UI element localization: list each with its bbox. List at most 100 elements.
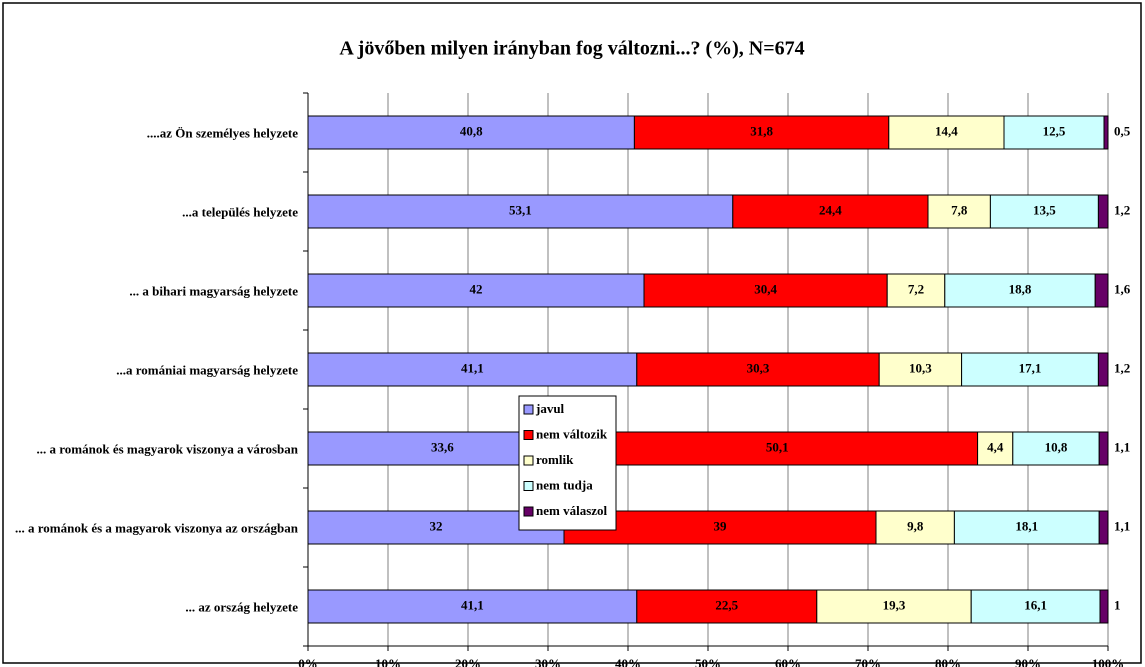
bar-segment [989,194,1099,229]
bar-segment [886,273,946,308]
bar-segment [732,194,929,229]
bar-segment [888,115,1005,150]
data-label: 50,1 [766,439,789,454]
bar-segment [1012,431,1100,466]
bar-segment [307,194,734,229]
data-label: 24,4 [819,202,842,217]
data-label: 39 [714,518,728,533]
category-label-box: ... az ország helyzete [0,598,298,615]
data-label: 1 [1114,597,1121,612]
bar-segment [636,589,818,624]
bar-segment [307,115,635,150]
data-label: 1,2 [1114,360,1130,375]
x-tick-label: 0% [298,656,318,667]
data-label: 22,5 [715,597,738,612]
category-label-box: ...a romániai magyarság helyzete [0,361,298,378]
chart-title: A jövőben milyen irányban fog változni..… [339,38,804,60]
data-label: 32 [430,518,443,533]
data-label: 7,2 [908,281,924,296]
bar-segment [1103,115,1109,150]
data-label: 31,8 [750,123,773,138]
data-label: 30,4 [754,281,777,296]
bar-segment [875,510,955,545]
data-label: 7,8 [951,202,968,217]
bar-segment [633,115,890,150]
data-label: 42 [470,281,483,296]
x-tick-label: 50% [695,656,721,667]
data-label: 53,1 [509,202,532,217]
data-label: 9,8 [907,518,924,533]
data-label: 18,1 [1015,518,1038,533]
legend-swatch [523,455,534,466]
x-tick-label: 30% [535,656,561,667]
data-label: 0,5 [1114,123,1131,138]
data-label: 10,3 [909,360,932,375]
data-label: 14,4 [935,123,958,138]
y-tick-label: ... az ország helyzete [185,599,298,614]
bar-segment [878,352,963,387]
legend-label: nem tudja [536,477,593,492]
data-label: 30,3 [747,360,770,375]
category-label-box: ... a románok és a magyarok viszonya az … [0,519,298,536]
category-label-box: ...a település helyzete [0,203,298,220]
legend-label: javul [535,401,565,416]
legend-swatch [523,404,534,415]
bar-segment [1098,510,1109,545]
x-tick-label: 40% [615,656,641,667]
data-label: 16,1 [1024,597,1047,612]
bar-segment [953,510,1100,545]
bar-segment [1097,194,1109,229]
data-label: 4,4 [987,439,1004,454]
data-label: 33,6 [431,439,454,454]
data-label: 1,2 [1114,202,1130,217]
y-tick-label: ....az Ön személyes helyzete [146,125,298,140]
bar-segment [1097,352,1109,387]
category-label-box: ... a románok és magyarok viszonya a vár… [0,440,298,457]
bar-segment [576,431,979,466]
data-label: 10,8 [1045,439,1068,454]
x-tick-label: 60% [775,656,801,667]
y-tick-label: ...a település helyzete [182,204,298,219]
data-label: 12,5 [1043,123,1066,138]
data-label: 41,1 [461,360,484,375]
category-label-box: ....az Ön személyes helyzete [0,124,298,141]
legend-label: nem válaszol [536,503,608,518]
legend-swatch [523,430,534,440]
data-label: 17,1 [1019,360,1042,375]
bar-segment [307,589,638,624]
legend-label: romlik [536,452,574,467]
data-label: 40,8 [460,123,483,138]
legend-label: nem változik [536,426,608,441]
x-tick-label: 20% [455,656,481,667]
bar-segment [1003,115,1105,150]
data-label: 13,5 [1033,202,1056,217]
x-tick-label: 10% [375,656,401,667]
data-label: 19,3 [883,597,906,612]
data-label: 1,1 [1114,439,1130,454]
category-label-box: ... a bihari magyarság helyzete [0,282,298,299]
legend-swatch [523,506,534,517]
data-label: 1,6 [1114,281,1131,296]
bar-segment [1094,273,1109,308]
x-tick-label: 70% [855,656,881,667]
x-tick-label: 100% [1092,656,1125,667]
y-tick-label: ...a romániai magyarság helyzete [116,362,298,377]
x-tick-label: 80% [935,656,961,667]
x-tick-label: 90% [1015,656,1041,667]
y-tick-label: ... a románok és a magyarok viszonya az … [15,520,298,535]
legend-box [518,395,617,531]
y-tick-label: ... a bihari magyarság helyzete [129,283,298,298]
data-label: 18,8 [1009,281,1032,296]
y-tick-label: ... a románok és magyarok viszonya a vár… [36,441,298,456]
bar-segment [1099,589,1109,624]
bar-segment [927,194,991,229]
bar-segment [816,589,972,624]
legend-swatch [523,481,534,491]
data-label: 1,1 [1114,518,1130,533]
bar-segment [1098,431,1109,466]
bar-segment [944,273,1096,308]
data-label: 41,1 [461,597,484,612]
